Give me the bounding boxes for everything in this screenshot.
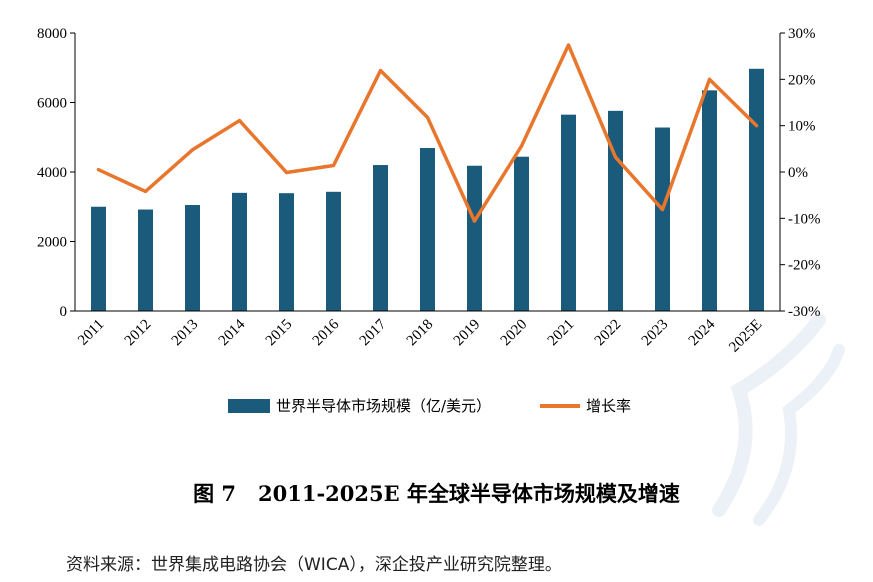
line-point	[661, 208, 664, 212]
right-tick-label: 10%	[788, 119, 816, 135]
line-point	[755, 124, 758, 128]
x-tick-label: 2019	[451, 317, 484, 350]
bar	[373, 165, 388, 311]
x-tick-label: 2018	[404, 317, 437, 350]
x-tick-label: 2014	[216, 316, 249, 349]
right-tick-label: 20%	[788, 72, 816, 88]
bar	[561, 114, 576, 311]
bar	[138, 209, 153, 311]
bar	[326, 191, 341, 311]
left-tick-label: 0	[60, 304, 68, 320]
right-tick-label: -10%	[788, 211, 821, 227]
x-tick-label: 2012	[122, 317, 155, 350]
left-tick-label: 2000	[37, 235, 67, 251]
right-tick-label: 0%	[788, 165, 808, 181]
line-point	[520, 144, 523, 148]
line-point	[97, 168, 100, 172]
left-tick-label: 6000	[37, 96, 67, 112]
x-tick-label: 2017	[357, 316, 390, 349]
line-point	[614, 155, 617, 159]
bar-series	[91, 68, 764, 312]
bar	[702, 90, 717, 312]
chart: 0 2000 4000 6000 8000 -30% -20% -10% 0% 10% 20% 30…	[37, 26, 821, 415]
line-point	[379, 69, 382, 73]
line-point	[285, 170, 288, 174]
bar	[279, 193, 294, 311]
x-tick-label: 2015	[263, 317, 296, 350]
line-point	[144, 189, 147, 193]
bar	[232, 192, 247, 311]
bar	[514, 156, 529, 311]
right-tick-label: -20%	[788, 258, 821, 274]
bar	[420, 148, 435, 311]
figure-caption: 图 7 2011-2025E 年全球半导体市场规模及增速	[0, 478, 873, 508]
bar	[185, 205, 200, 311]
line-point	[191, 148, 194, 152]
x-tick-label: 2011	[75, 317, 107, 349]
bar	[655, 127, 670, 312]
left-tick-label: 4000	[37, 165, 67, 181]
x-tick-label: 2016	[310, 316, 343, 349]
bar	[467, 165, 482, 311]
line-point	[238, 119, 241, 123]
x-axis: 2011 2012 2013 2014 2015 2016 2017 2018 2019 2020…	[75, 310, 780, 356]
legend-label-bar: 世界半导体市场规模（亿/美元）	[276, 397, 491, 415]
right-tick-label: -30%	[788, 304, 821, 320]
bar	[91, 206, 106, 311]
legend: 世界半导体市场规模（亿/美元） 增长率	[228, 397, 631, 415]
figure-title: 2011-2025E 年全球半导体市场规模及增速	[258, 481, 680, 506]
line-point	[473, 219, 476, 223]
line-point	[708, 77, 711, 81]
bar	[749, 68, 764, 311]
source-note: 资料来源：世界集成电路协会（WICA），深企投产业研究院整理。	[66, 555, 562, 575]
legend-label-line: 增长率	[586, 397, 631, 415]
right-tick-label: 30%	[788, 26, 816, 42]
line-series	[96, 43, 759, 223]
left-tick-label: 8000	[37, 26, 67, 42]
figure-number: 图 7	[193, 481, 236, 506]
x-tick-label: 2021	[545, 317, 578, 350]
line-point	[332, 164, 335, 168]
line-point	[567, 43, 570, 47]
x-tick-label: 2022	[592, 317, 625, 350]
right-y-axis: -30% -20% -10% 0% 10% 20% 30%	[779, 26, 821, 320]
x-tick-label: 2023	[639, 317, 672, 350]
x-tick-label: 2013	[169, 317, 202, 350]
legend-swatch-bar	[228, 399, 270, 413]
line-point	[426, 115, 429, 119]
watermark	[712, 313, 845, 526]
x-tick-label: 2020	[498, 317, 531, 350]
left-y-axis: 0 2000 4000 6000 8000	[37, 26, 76, 320]
